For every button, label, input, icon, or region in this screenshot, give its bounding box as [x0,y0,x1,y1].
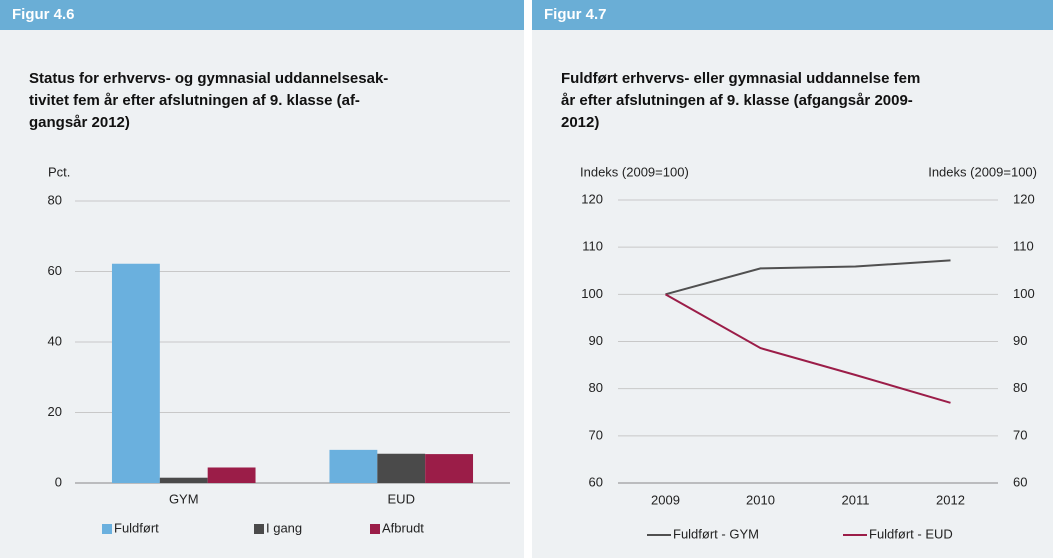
y-tick-label: 100 [581,286,603,301]
y-tick-label: 0 [55,474,62,489]
legend-label: Fuldført [114,520,159,535]
x-tick-label: 2009 [651,492,680,507]
panel-header [0,0,524,30]
y-axis-label: Indeks (2009=100) [580,164,689,179]
y-tick-label: 60 [589,474,603,489]
legend-label: Afbrudt [382,520,424,535]
chart-title: gangsår 2012) [29,114,130,131]
y-tick-label: 80 [589,380,603,395]
figure-label: Figur 4.6 [12,6,75,23]
chart-title: 2012) [561,114,599,131]
y-axis-label: Pct. [48,164,70,179]
y2-tick-label: 100 [1013,286,1035,301]
chart-title: Fuldført erhvervs- eller gymnasial uddan… [561,70,920,87]
legend-swatch [102,524,112,534]
y-tick-label: 20 [48,404,62,419]
line-series [665,259,951,296]
y2-tick-label: 120 [1013,191,1035,206]
panel-header [532,0,1053,30]
chart-title: år efter afslutningen af 9. klasse (afga… [561,92,913,109]
x-tick-label: EUD [388,491,415,506]
bar [377,453,426,483]
y2-axis-label: Indeks (2009=100) [928,164,1037,179]
bar [159,477,208,483]
y-tick-label: 90 [589,333,603,348]
chart-title: tivitet fem år efter afslutningen af 9. … [29,92,360,109]
y2-tick-label: 70 [1013,427,1027,442]
bar [111,263,160,483]
y-tick-label: 70 [589,427,603,442]
legend-swatch [370,524,380,534]
panel [532,0,1053,558]
y2-tick-label: 110 [1013,239,1034,254]
y-tick-label: 120 [581,191,603,206]
legend-label: I gang [266,520,302,535]
legend-label: Fuldført - EUD [869,526,953,541]
figure-label: Figur 4.7 [544,6,607,23]
y-tick-label: 110 [582,239,603,254]
x-tick-label: 2010 [746,492,775,507]
x-tick-label: 2012 [936,492,965,507]
y-tick-label: 60 [48,263,62,278]
y2-tick-label: 60 [1013,474,1027,489]
bar [207,467,256,483]
x-tick-label: 2011 [842,492,870,507]
legend-swatch [254,524,264,534]
bar [329,449,378,483]
x-tick-label: GYM [169,491,199,506]
legend-label: Fuldført - GYM [673,526,759,541]
bar [425,454,474,483]
line-series [665,293,951,404]
chart-title: Status for erhvervs- og gymnasial uddann… [29,70,388,87]
y-tick-label: 40 [48,333,62,348]
y2-tick-label: 80 [1013,380,1027,395]
y-tick-label: 80 [48,192,62,207]
y2-tick-label: 90 [1013,333,1027,348]
